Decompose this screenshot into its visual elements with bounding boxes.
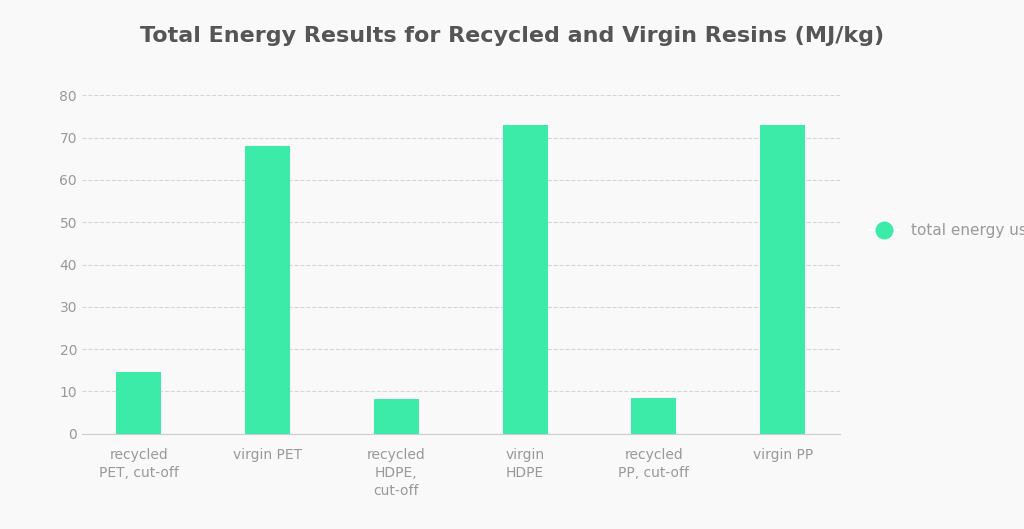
Bar [503, 125, 548, 434]
Bar [117, 372, 162, 434]
Legend: total energy used: total energy used [862, 217, 1024, 244]
Bar [632, 398, 677, 434]
Bar [245, 146, 290, 434]
Bar [760, 125, 805, 434]
Bar [374, 399, 419, 434]
Text: Total Energy Results for Recycled and Virgin Resins (MJ/kg): Total Energy Results for Recycled and Vi… [140, 26, 884, 47]
